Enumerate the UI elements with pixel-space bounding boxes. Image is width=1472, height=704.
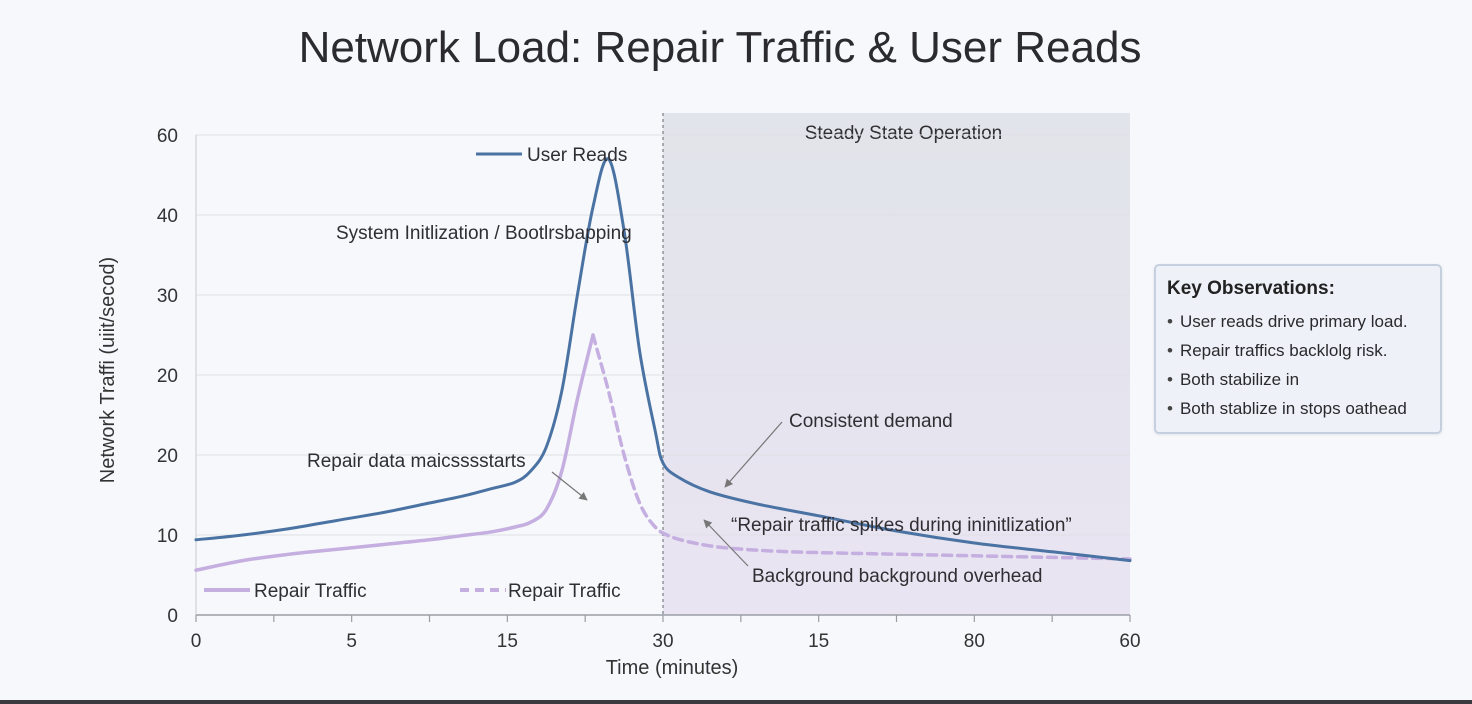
y-tick-label: 0 bbox=[167, 606, 178, 627]
legend-label-repair-traffic-dashed: Repair Traffic bbox=[508, 581, 621, 602]
observation-item: User reads drive primary load. bbox=[1167, 312, 1430, 332]
arrow-repair-starts bbox=[551, 471, 588, 501]
x-tick-labels: 0 5 15 30 15 80 60 bbox=[191, 631, 1141, 652]
annotation-repair-starts: Repair data maicsssstarts bbox=[307, 451, 526, 472]
bottom-border bbox=[0, 700, 1472, 704]
x-tick-label: 15 bbox=[497, 631, 518, 652]
steady-state-region bbox=[663, 113, 1130, 615]
chart-title: Network Load: Repair Traffic & User Read… bbox=[299, 23, 1142, 72]
x-tick-label: 0 bbox=[191, 631, 202, 652]
key-observations-title: Key Observations: bbox=[1167, 278, 1335, 299]
x-tick-label: 15 bbox=[808, 631, 829, 652]
steady-state-label: Steady State Operation bbox=[805, 123, 1003, 144]
annotation-system-initialization: System Initlization / Bootlrsbapping bbox=[336, 223, 632, 244]
y-tick-label: 10 bbox=[157, 526, 178, 547]
y-tick-label: 20 bbox=[157, 446, 178, 467]
x-axis-label: Time (minutes) bbox=[606, 657, 739, 679]
legend-label-user-reads: User Reads bbox=[527, 145, 627, 166]
y-tick-labels: 0 10 20 20 30 40 60 bbox=[157, 126, 178, 627]
y-tick-label: 60 bbox=[157, 126, 178, 147]
x-tick-label: 80 bbox=[964, 631, 985, 652]
annotation-consistent-demand: Consistent demand bbox=[789, 411, 953, 432]
arrow-background-overhead bbox=[703, 519, 749, 567]
y-tick-label: 40 bbox=[157, 206, 178, 227]
observation-item: Both stablize in stops oathead bbox=[1167, 399, 1430, 419]
series-line-repair-traffic-dashed bbox=[591, 333, 1132, 561]
y-axis-label: Network Traffi (uiit/secod) bbox=[97, 257, 119, 483]
series-line-repair-traffic bbox=[194, 333, 595, 572]
x-tick-label: 5 bbox=[346, 631, 357, 652]
series-line-user-reads bbox=[194, 157, 1132, 563]
series-layer bbox=[194, 157, 1132, 572]
annotation-repair-spikes: “Repair traffic spikes during ininitliza… bbox=[731, 515, 1072, 536]
observation-item: Repair traffics backlolg risk. bbox=[1167, 341, 1430, 361]
observation-item: Both stabilize in bbox=[1167, 370, 1430, 390]
key-observations-panel: Key Observations: User reads drive prima… bbox=[1154, 264, 1442, 434]
x-tick-label: 30 bbox=[652, 631, 673, 652]
annotation-background-overhead: Background background overhead bbox=[752, 566, 1042, 587]
y-tick-label: 30 bbox=[157, 286, 178, 307]
arrow-consistent-demand bbox=[724, 421, 783, 488]
x-tick-marks bbox=[195, 615, 1131, 622]
legend-label-repair-traffic: Repair Traffic bbox=[254, 581, 367, 602]
x-tick-label: 60 bbox=[1119, 631, 1140, 652]
key-observations-list: User reads drive primary load. Repair tr… bbox=[1167, 312, 1430, 419]
y-tick-label: 20 bbox=[157, 366, 178, 387]
